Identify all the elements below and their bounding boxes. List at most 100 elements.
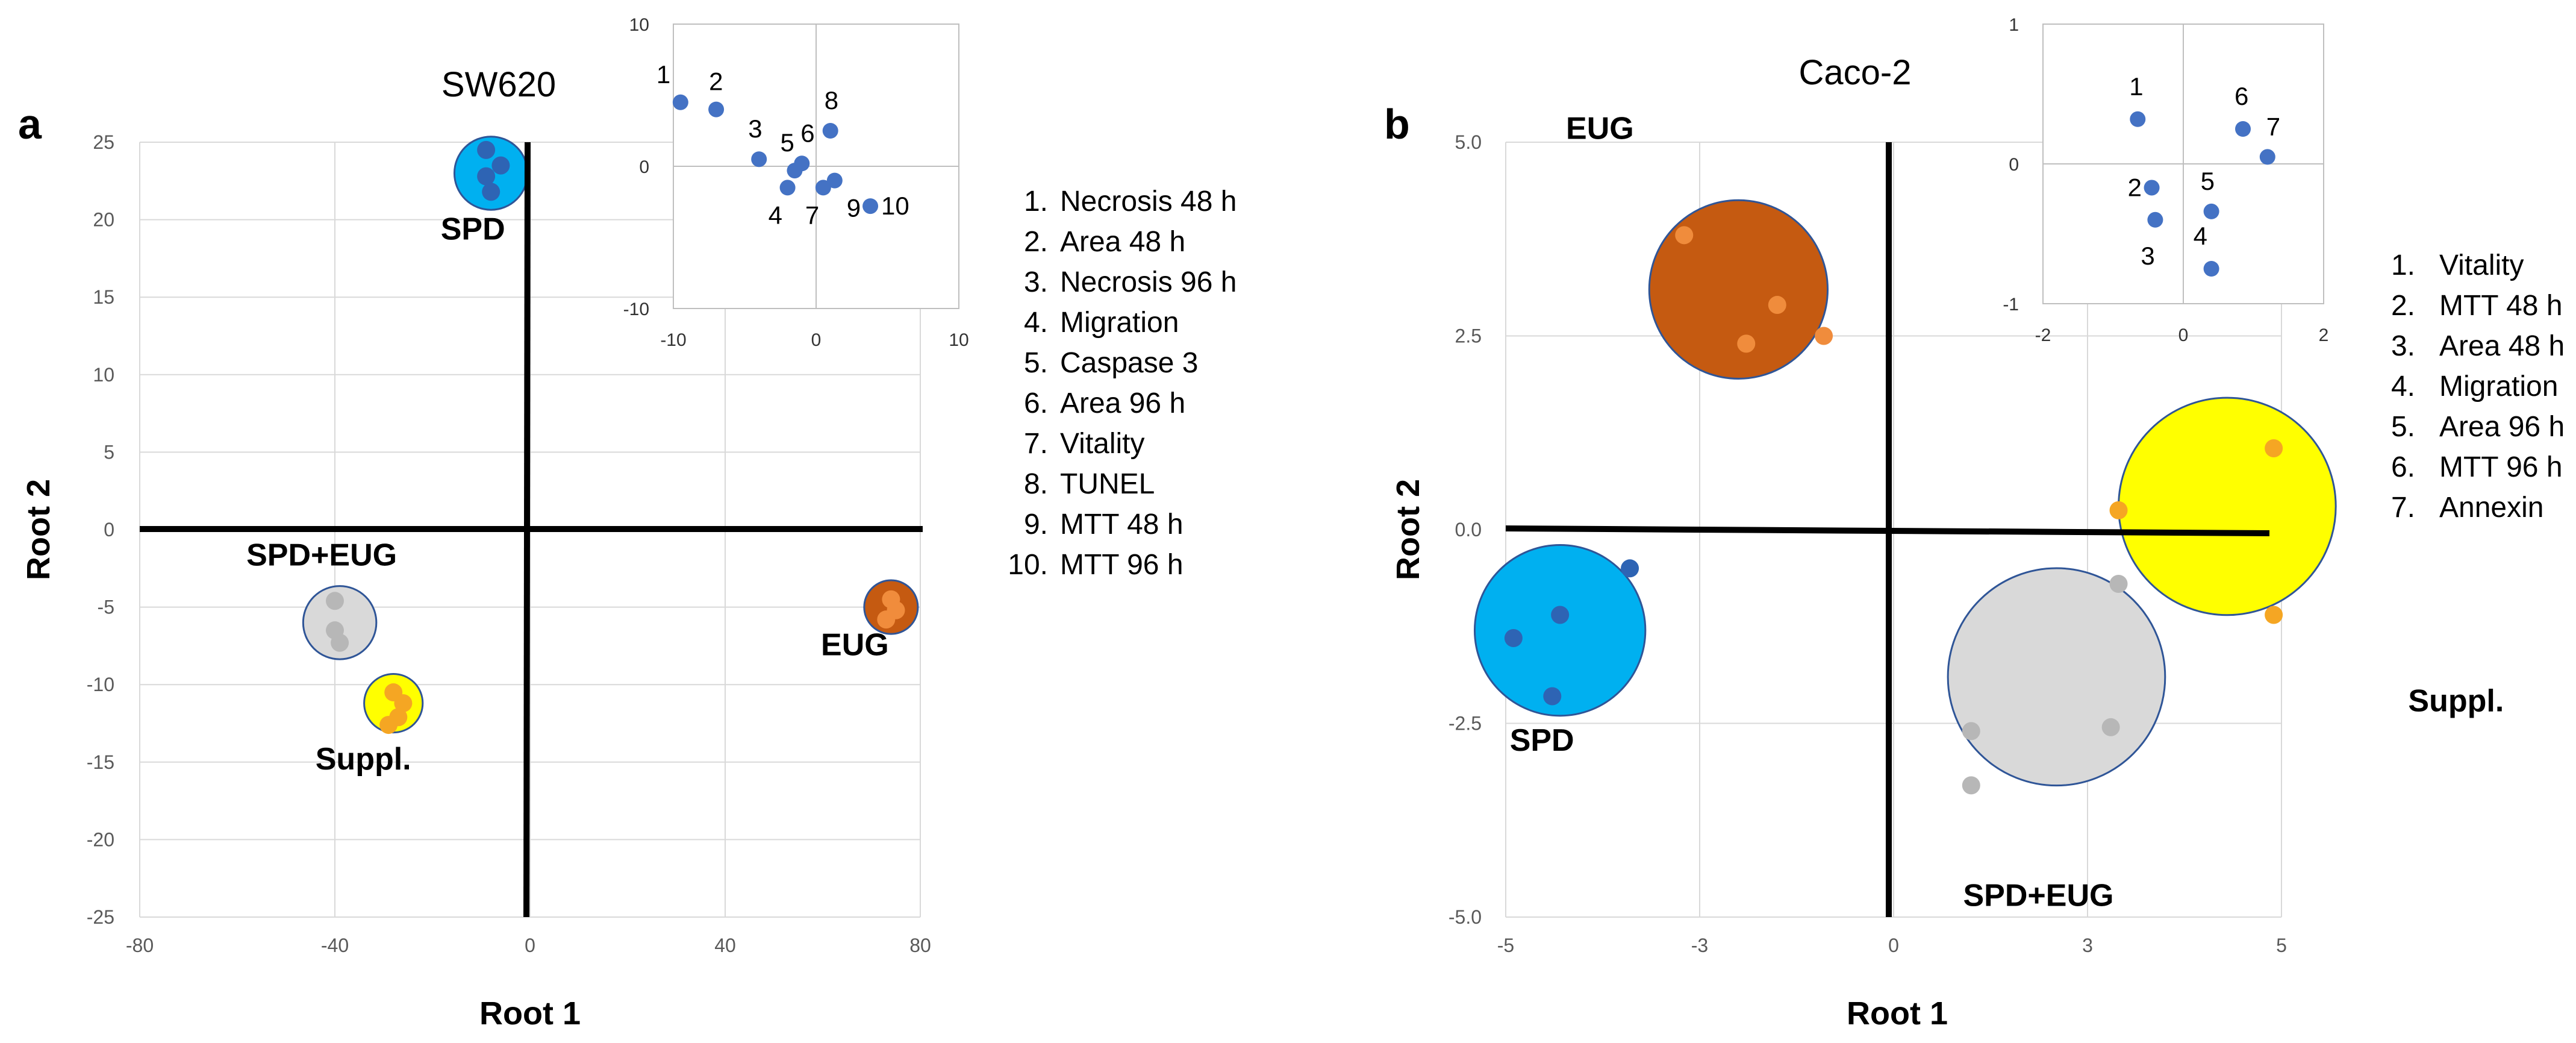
group-circle — [302, 585, 378, 660]
panel-letter: a — [18, 101, 42, 148]
data-point — [491, 156, 510, 175]
data-point — [379, 716, 398, 734]
x-tick-label: 5 — [2276, 935, 2287, 956]
inset-y-tick-label: 0 — [2009, 155, 2019, 175]
inset-point — [2144, 180, 2160, 196]
y-tick-label: -10 — [87, 674, 114, 695]
data-point — [2109, 575, 2128, 594]
inset-plot: -2 0 2 1 0 -1 1 2 3 4 5 67 — [2003, 15, 2328, 345]
legend-number: 3. — [2391, 330, 2415, 362]
legend-item: Vitality — [1060, 428, 1145, 460]
inset-x-tick-label: 0 — [2178, 325, 2189, 345]
inset-point-label: 3 — [748, 114, 762, 143]
data-point — [1815, 327, 1833, 345]
chart-title: SW620 — [441, 65, 556, 104]
legend-item: Area 96 h — [2439, 411, 2565, 443]
inset-y-tick-label: 0 — [639, 157, 649, 177]
legend: 1. Necrosis 48 h 2. Area 48 h 3. Necrosis 96 … — [1008, 186, 1237, 581]
inset-point-label: 10 — [881, 192, 909, 220]
inset-point-label: 7 — [805, 201, 819, 229]
data-point — [2265, 439, 2283, 457]
group-label: SPD+EUG — [1963, 878, 2113, 913]
inset-x-tick-label: 10 — [949, 330, 968, 350]
inset-point-label: 2 — [2128, 173, 2142, 201]
legend-number: 5. — [2391, 411, 2415, 443]
inset-y-tick-label: 10 — [629, 15, 649, 35]
legend-item: MTT 96 h — [2439, 451, 2563, 483]
legend-item: Migration — [2439, 371, 2558, 402]
legend-item: Necrosis 96 h — [1060, 266, 1237, 298]
inset-point-label: 1 — [656, 60, 670, 89]
inset-point-label: 3 — [2141, 242, 2154, 270]
data-point — [2109, 501, 2128, 519]
panel-letter: b — [1384, 101, 1410, 148]
data-point — [877, 610, 896, 629]
data-point — [2101, 718, 2120, 736]
inset-point — [862, 198, 879, 215]
x-tick-label: 80 — [909, 935, 931, 956]
group-label: SPD+EUG — [246, 537, 397, 572]
legend-item: MTT 48 h — [2439, 290, 2563, 322]
inset-point-label: 5 — [780, 128, 794, 157]
data-point — [1768, 296, 1786, 315]
inset-point — [2235, 121, 2251, 137]
x-tick-label: -80 — [126, 935, 154, 956]
legend-number: 6. — [1024, 387, 1048, 419]
data-point — [1962, 722, 1980, 741]
data-point — [1543, 687, 1562, 706]
x-axis-label: Root 1 — [479, 995, 581, 1032]
group-label: EUG — [821, 628, 889, 663]
inset-point — [2203, 203, 2219, 219]
x-tick-label: -40 — [321, 935, 349, 956]
data-point — [2265, 606, 2283, 624]
group-label: SPD — [441, 211, 505, 246]
legend-item: MTT 48 h — [1060, 509, 1184, 540]
inset-point — [2147, 211, 2163, 228]
legend: 1. Vitality 2. MTT 48 h 3. Area 48 h 4. Migrati… — [2391, 249, 2565, 524]
inset-x-tick-label: -10 — [660, 330, 686, 350]
legend-number: 10. — [1008, 549, 1048, 581]
inset-point-label: 7 — [2266, 112, 2280, 140]
legend-number: 1. — [2391, 249, 2415, 281]
inset-point-label: 2 — [709, 67, 723, 96]
x-tick-label: 40 — [714, 935, 736, 956]
inset-point — [815, 180, 831, 196]
y-tick-label: -5 — [98, 597, 114, 618]
inset-x-tick-label: 2 — [2319, 325, 2329, 345]
data-point — [1962, 776, 1980, 795]
inset-point — [794, 155, 810, 172]
legend-item: Area 96 h — [1060, 387, 1185, 419]
legend-number: 8. — [1024, 468, 1048, 500]
group-label: SPD — [1510, 723, 1574, 758]
legend-item: Caspase 3 — [1060, 347, 1198, 379]
legend-item: Migration — [1060, 307, 1179, 339]
inset-point — [826, 172, 843, 189]
inset-point-label: 4 — [2194, 222, 2207, 250]
y-axis-line — [523, 142, 531, 918]
data-point — [1621, 559, 1639, 578]
y-tick-label: 15 — [93, 286, 114, 308]
inset-point — [2203, 261, 2219, 277]
inset-plot: -10 0 10 10 0 -10 1 23 4 5 6 7 8 9 10 — [623, 15, 969, 350]
y-tick-label: 25 — [93, 131, 114, 153]
inset-x-tick-label: -2 — [2035, 325, 2051, 345]
legend-number: 1. — [1024, 186, 1048, 218]
legend-number: 6. — [2391, 451, 2415, 483]
panel-b: -5 -3 0 3 55.02.50.0-2.5-5.0EUGSPDSuppl.SPD+… — [1384, 15, 2565, 1032]
inset-y-tick-label: -1 — [2003, 295, 2019, 315]
inset-point — [779, 180, 796, 196]
legend-number: 4. — [1024, 307, 1048, 339]
legend-item: Annexin — [2439, 492, 2543, 524]
inset-point-label: 8 — [825, 86, 838, 114]
data-point — [1737, 334, 1756, 353]
x-tick-label: 0 — [1888, 935, 1899, 956]
data-point — [477, 140, 496, 159]
legend-item: Necrosis 48 h — [1060, 186, 1237, 218]
data-point — [1675, 226, 1694, 245]
inset-y-tick-label: 1 — [2009, 15, 2019, 35]
group-label: EUG — [1566, 111, 1634, 146]
x-tick-label: 0 — [525, 935, 535, 956]
data-point — [394, 694, 413, 713]
y-tick-label: 0.0 — [1455, 519, 1482, 540]
